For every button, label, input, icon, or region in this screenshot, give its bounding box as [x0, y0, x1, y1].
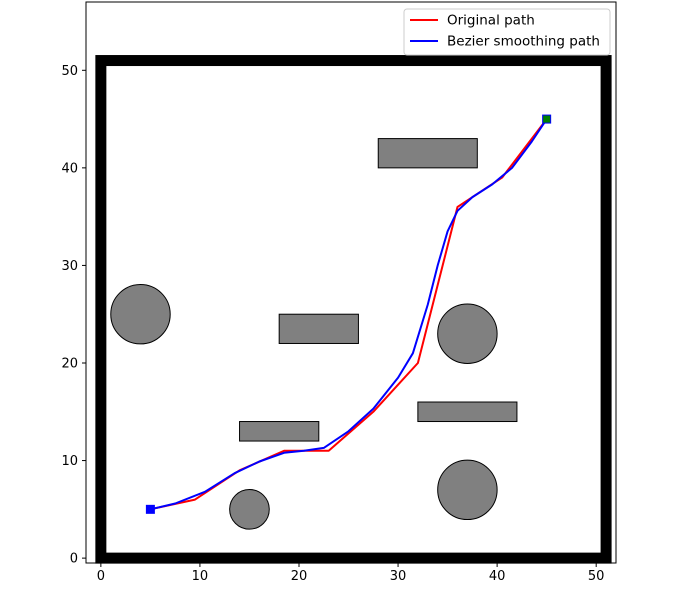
obstacle-circle-1: [110, 283, 171, 345]
legend-box: [403, 8, 611, 56]
bezier-smoothing-path-line: [149, 118, 548, 511]
obstacle-circle-3: [229, 489, 270, 530]
obstacle-rectangle-3: [239, 421, 320, 442]
plot-content: [95, 55, 612, 564]
legend-label-bezier-smoothing-path: Bezier smoothing path: [447, 34, 600, 50]
legend-label-original-path: Original path: [447, 13, 535, 29]
x-tick-label-10: 10: [192, 569, 209, 584]
obstacle-rectangle-2: [278, 313, 359, 344]
obstacle-circle-2: [437, 303, 498, 364]
y-tick-label-40: 40: [61, 161, 78, 176]
x-tick-label-30: 30: [390, 569, 407, 584]
x-tick-label-0: 0: [97, 569, 105, 584]
boundary-wall: [95, 55, 612, 564]
y-tick-label-0: 0: [70, 552, 78, 567]
y-tick-label-20: 20: [61, 356, 78, 371]
x-tick-label-50: 50: [588, 569, 605, 584]
x-tick-label-20: 20: [291, 569, 308, 584]
x-tick-label-40: 40: [489, 569, 506, 584]
axes-frame: [85, 1, 617, 564]
goal-marker: [542, 114, 552, 124]
legend: Original path Bezier smoothing path: [403, 8, 611, 56]
start-marker: [145, 504, 155, 514]
y-tick-label-30: 30: [61, 259, 78, 274]
obstacle-rectangle-1: [377, 138, 478, 169]
y-tick-label-10: 10: [61, 454, 78, 469]
obstacle-rectangle-4: [417, 401, 518, 423]
axis-ticks: 0 10 20 30 40 50 0 10 20 30 40 50: [61, 64, 604, 584]
y-tick-label-50: 50: [61, 64, 78, 79]
obstacle-circle-4: [437, 459, 498, 521]
